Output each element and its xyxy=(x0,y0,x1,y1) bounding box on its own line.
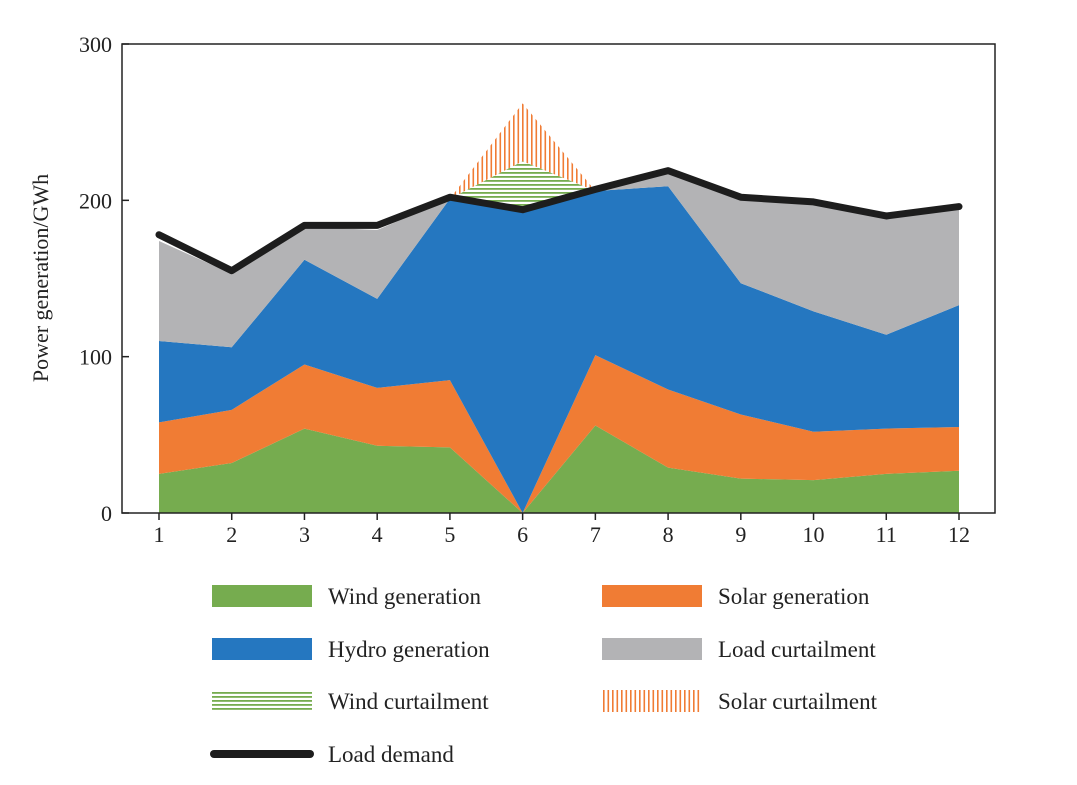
x-tick-label: 3 xyxy=(299,522,310,547)
x-tick-label: 2 xyxy=(226,522,237,547)
area-layer xyxy=(159,103,959,513)
legend-swatch-solar-generation xyxy=(602,585,702,607)
x-axis: 1 2 3 4 5 6 7 8 9 10 11 12 xyxy=(154,513,970,547)
y-tick-label: 200 xyxy=(79,188,112,213)
y-tick-label: 0 xyxy=(101,501,112,526)
legend-swatch-load-curtailment xyxy=(602,638,702,660)
area-wind-curtailment xyxy=(159,161,959,274)
legend-label-load-curtailment: Load curtailment xyxy=(718,637,876,662)
legend-label-load-demand: Load demand xyxy=(328,742,454,767)
x-tick-label: 11 xyxy=(876,522,897,547)
area-load-curtailment xyxy=(159,170,959,348)
legend-label-wind-curtailment: Wind curtailment xyxy=(328,689,489,714)
x-tick-label: 4 xyxy=(372,522,383,547)
legend-label-solar-generation: Solar generation xyxy=(718,584,870,609)
load-demand-line xyxy=(155,167,963,275)
x-tick-label: 7 xyxy=(590,522,601,547)
legend-label-hydro-generation: Hydro generation xyxy=(328,637,490,662)
legend-swatch-solar-curtailment xyxy=(602,690,702,712)
y-axis-label: Power generation/GWh xyxy=(28,174,53,382)
area-wind xyxy=(159,425,959,513)
legend-label-solar-curtailment: Solar curtailment xyxy=(718,689,878,714)
legend-swatch-wind-curtailment xyxy=(212,690,312,712)
y-tick-label: 100 xyxy=(79,345,112,370)
plot-frame xyxy=(121,43,996,514)
area-hydro xyxy=(159,186,959,513)
x-tick-label: 10 xyxy=(803,522,825,547)
y-axis: 0 100 200 300 xyxy=(79,32,129,526)
legend: Wind generation Hydro generation Wind curt… xyxy=(210,584,878,767)
y-tick-label: 300 xyxy=(79,32,112,57)
legend-label-wind-generation: Wind generation xyxy=(328,584,481,609)
load-demand-layer xyxy=(155,167,963,275)
legend-swatch-wind-generation xyxy=(212,585,312,607)
x-tick-label: 6 xyxy=(517,522,528,547)
x-tick-label: 8 xyxy=(663,522,674,547)
x-tick-label: 1 xyxy=(154,522,165,547)
x-tick-label: 9 xyxy=(735,522,746,547)
x-tick-label: 12 xyxy=(948,522,970,547)
x-tick-label: 5 xyxy=(444,522,455,547)
legend-swatch-hydro-generation xyxy=(212,638,312,660)
